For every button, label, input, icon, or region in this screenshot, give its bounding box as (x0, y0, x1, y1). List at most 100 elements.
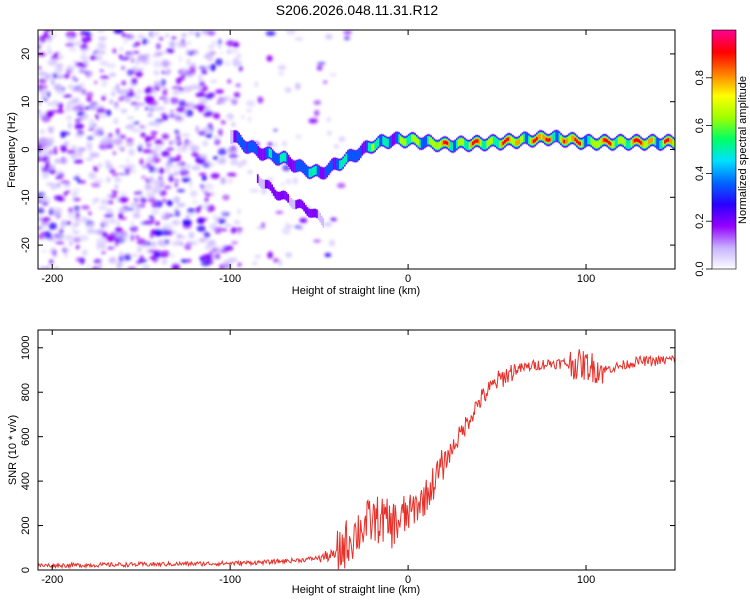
colorbar-cell (712, 229, 736, 232)
colorbar-cell (712, 223, 736, 226)
noise-blob (151, 201, 157, 209)
colorbar-cell (712, 61, 736, 65)
colorbar-frame (711, 29, 737, 270)
trace-cell (500, 141, 503, 147)
noise-blob (56, 75, 64, 79)
noise-blob (65, 108, 72, 112)
noise-blob (212, 214, 217, 220)
noise-blob (119, 46, 124, 52)
noise-blob (284, 87, 292, 93)
noise-blob (124, 168, 128, 175)
trace-cell (516, 140, 519, 146)
noise-blob (176, 234, 183, 239)
noise-blob (158, 176, 163, 180)
noise-blob (119, 172, 127, 176)
noise-blob (160, 229, 170, 236)
noise-blob (89, 118, 95, 126)
colorbar-cell (712, 203, 736, 206)
trace-cell (319, 212, 321, 223)
noise-blob (92, 130, 101, 137)
noise-blob (213, 226, 222, 234)
trace-cell (488, 139, 490, 146)
trace-cell (627, 140, 629, 149)
noise-blob (85, 223, 95, 229)
trace-cell (449, 141, 452, 151)
trace-cell (366, 141, 368, 152)
noise-blob (182, 41, 192, 45)
noise-blob (72, 188, 82, 192)
noise-blob (185, 102, 189, 108)
noise-blob (173, 196, 181, 204)
trace-cell (454, 140, 457, 151)
noise-blob (118, 54, 123, 59)
colorbar-cell (712, 83, 736, 87)
colorbar-cell (712, 171, 736, 174)
noise-blob (129, 169, 137, 174)
noise-blob (330, 217, 337, 222)
trace-cell (438, 142, 440, 149)
trace-cell (571, 135, 573, 141)
trace-cell (244, 142, 247, 153)
noise-blob (237, 229, 241, 236)
noise-blob (77, 178, 82, 184)
noise-blob (214, 220, 218, 225)
noise-blob (152, 106, 162, 112)
noise-blob (178, 87, 185, 92)
noise-blob (199, 81, 205, 88)
trace-cell (480, 139, 482, 147)
noise-blob (213, 135, 218, 141)
noise-blob (186, 163, 191, 169)
noise-blob (180, 166, 187, 171)
trace-cell (302, 162, 304, 173)
noise-blob (125, 163, 136, 169)
trace-cell (383, 137, 386, 146)
noise-blob (39, 224, 48, 229)
noise-blob (164, 114, 168, 121)
noise-blob (228, 178, 233, 184)
trace-cell (669, 137, 671, 143)
noise-blob (198, 172, 207, 176)
noise-blob (58, 234, 65, 240)
noise-blob (161, 259, 167, 265)
colorbar-cell (712, 45, 736, 49)
noise-blob (182, 142, 188, 149)
noise-blob (136, 246, 143, 253)
noise-blob (178, 69, 182, 75)
noise-blob (125, 138, 134, 143)
trace-cell (292, 160, 295, 173)
trace-cell (600, 138, 602, 146)
colorbar-cell (712, 123, 736, 127)
y-tick-label: 1000 (20, 336, 32, 360)
trace-cell (524, 132, 527, 143)
noise-blob (198, 130, 207, 136)
trace-cell (276, 154, 279, 165)
noise-blob (88, 211, 92, 216)
noise-blob (203, 105, 211, 112)
noise-blob (285, 178, 292, 185)
noise-blob (96, 41, 106, 49)
noise-blob (53, 83, 63, 91)
noise-blob (75, 78, 79, 82)
noise-blob (268, 251, 273, 257)
noise-blob (137, 258, 148, 264)
noise-blob (148, 178, 154, 184)
trace-cell (343, 156, 346, 165)
noise-blob (220, 120, 226, 125)
y-tick-label: 20 (20, 48, 32, 60)
noise-blob (201, 175, 207, 181)
noise-blob (202, 162, 212, 168)
trace-cell (630, 140, 633, 147)
noise-blob (114, 139, 122, 146)
noise-blob (230, 98, 238, 102)
colorbar-cell (712, 165, 736, 169)
noise-blob (217, 38, 222, 46)
noise-blob (221, 228, 228, 232)
trace-cell (620, 136, 623, 144)
colorbar-cell (712, 231, 736, 234)
trace-cell (274, 189, 277, 199)
noise-blob (109, 168, 116, 173)
noise-blob (316, 65, 323, 71)
colorbar-cell (712, 79, 736, 83)
noise-blob (200, 184, 205, 189)
